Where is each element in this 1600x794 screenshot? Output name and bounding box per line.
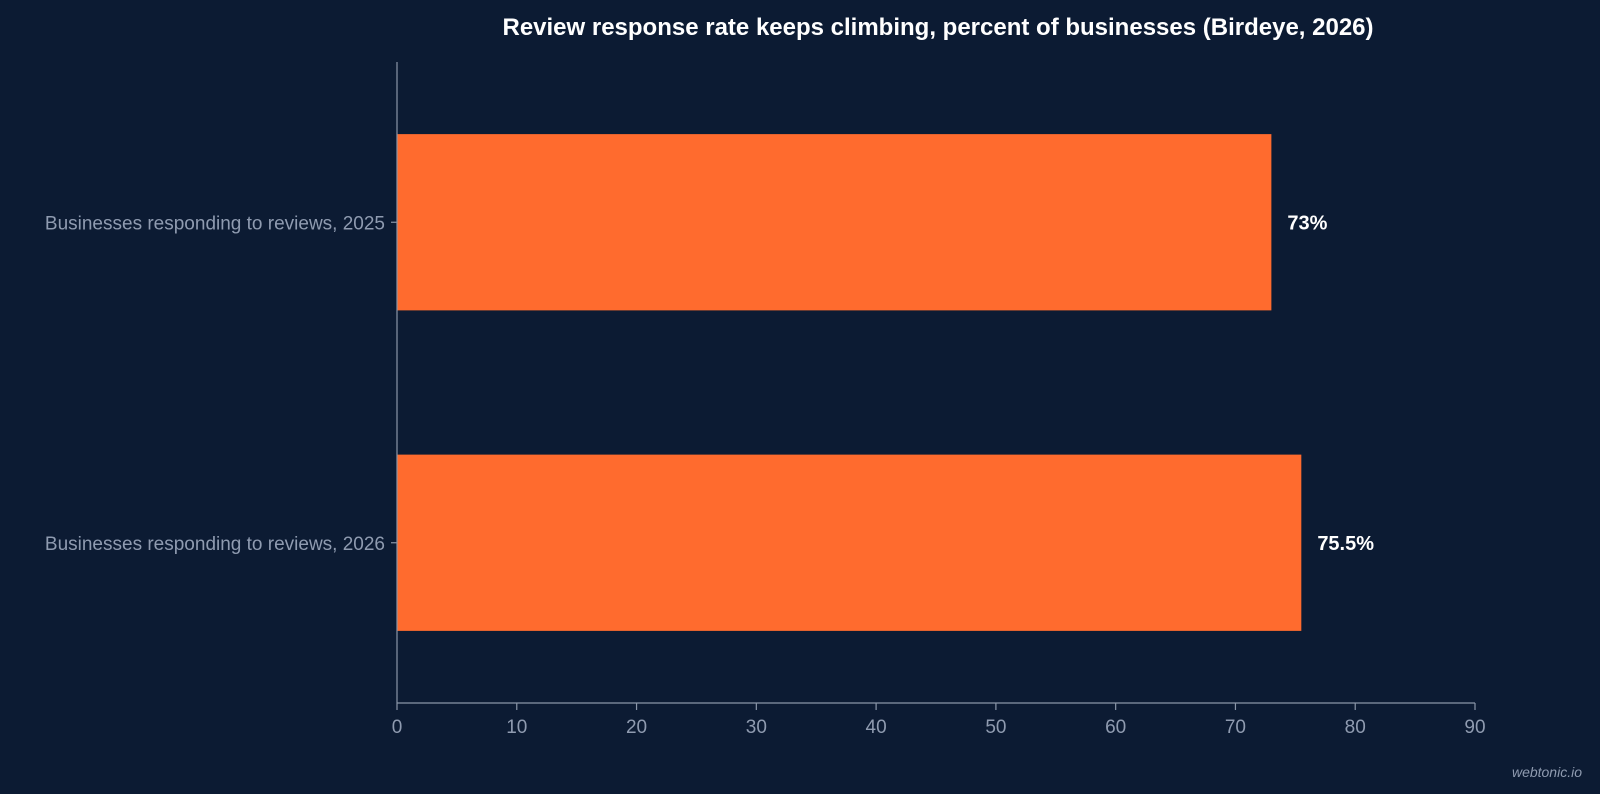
x-tick-label-10: 10 [506,717,527,738]
x-tick-label-70: 70 [1225,717,1246,738]
x-tick-label-0: 0 [392,717,403,738]
value-labels: 73% 75.5% [1287,212,1374,555]
x-axis-ticks: 0 10 20 30 40 50 60 70 80 90 [392,703,1486,738]
x-tick-label-30: 30 [746,717,767,738]
bars-layer [391,134,1302,631]
bar-1 [397,134,1272,311]
x-tick-label-20: 20 [626,717,647,738]
category-labels: Businesses responding to reviews, 2025 Bu… [45,213,385,555]
x-tick-label-80: 80 [1345,717,1366,738]
x-tick-label-50: 50 [985,717,1006,738]
category-label-1: Businesses responding to reviews, 2025 [45,213,385,234]
value-label-1: 73% [1287,212,1327,234]
x-tick-label-60: 60 [1105,717,1126,738]
x-tick-label-40: 40 [866,717,887,738]
x-tick-label-90: 90 [1464,717,1485,738]
watermark: webtonic.io [1511,764,1582,780]
category-label-2: Businesses responding to reviews, 2026 [45,534,385,555]
bar-2 [397,454,1302,631]
chart-title: Review response rate keeps climbing, per… [502,14,1373,41]
value-label-2: 75.5% [1317,533,1374,555]
axes-layer [396,62,1475,704]
